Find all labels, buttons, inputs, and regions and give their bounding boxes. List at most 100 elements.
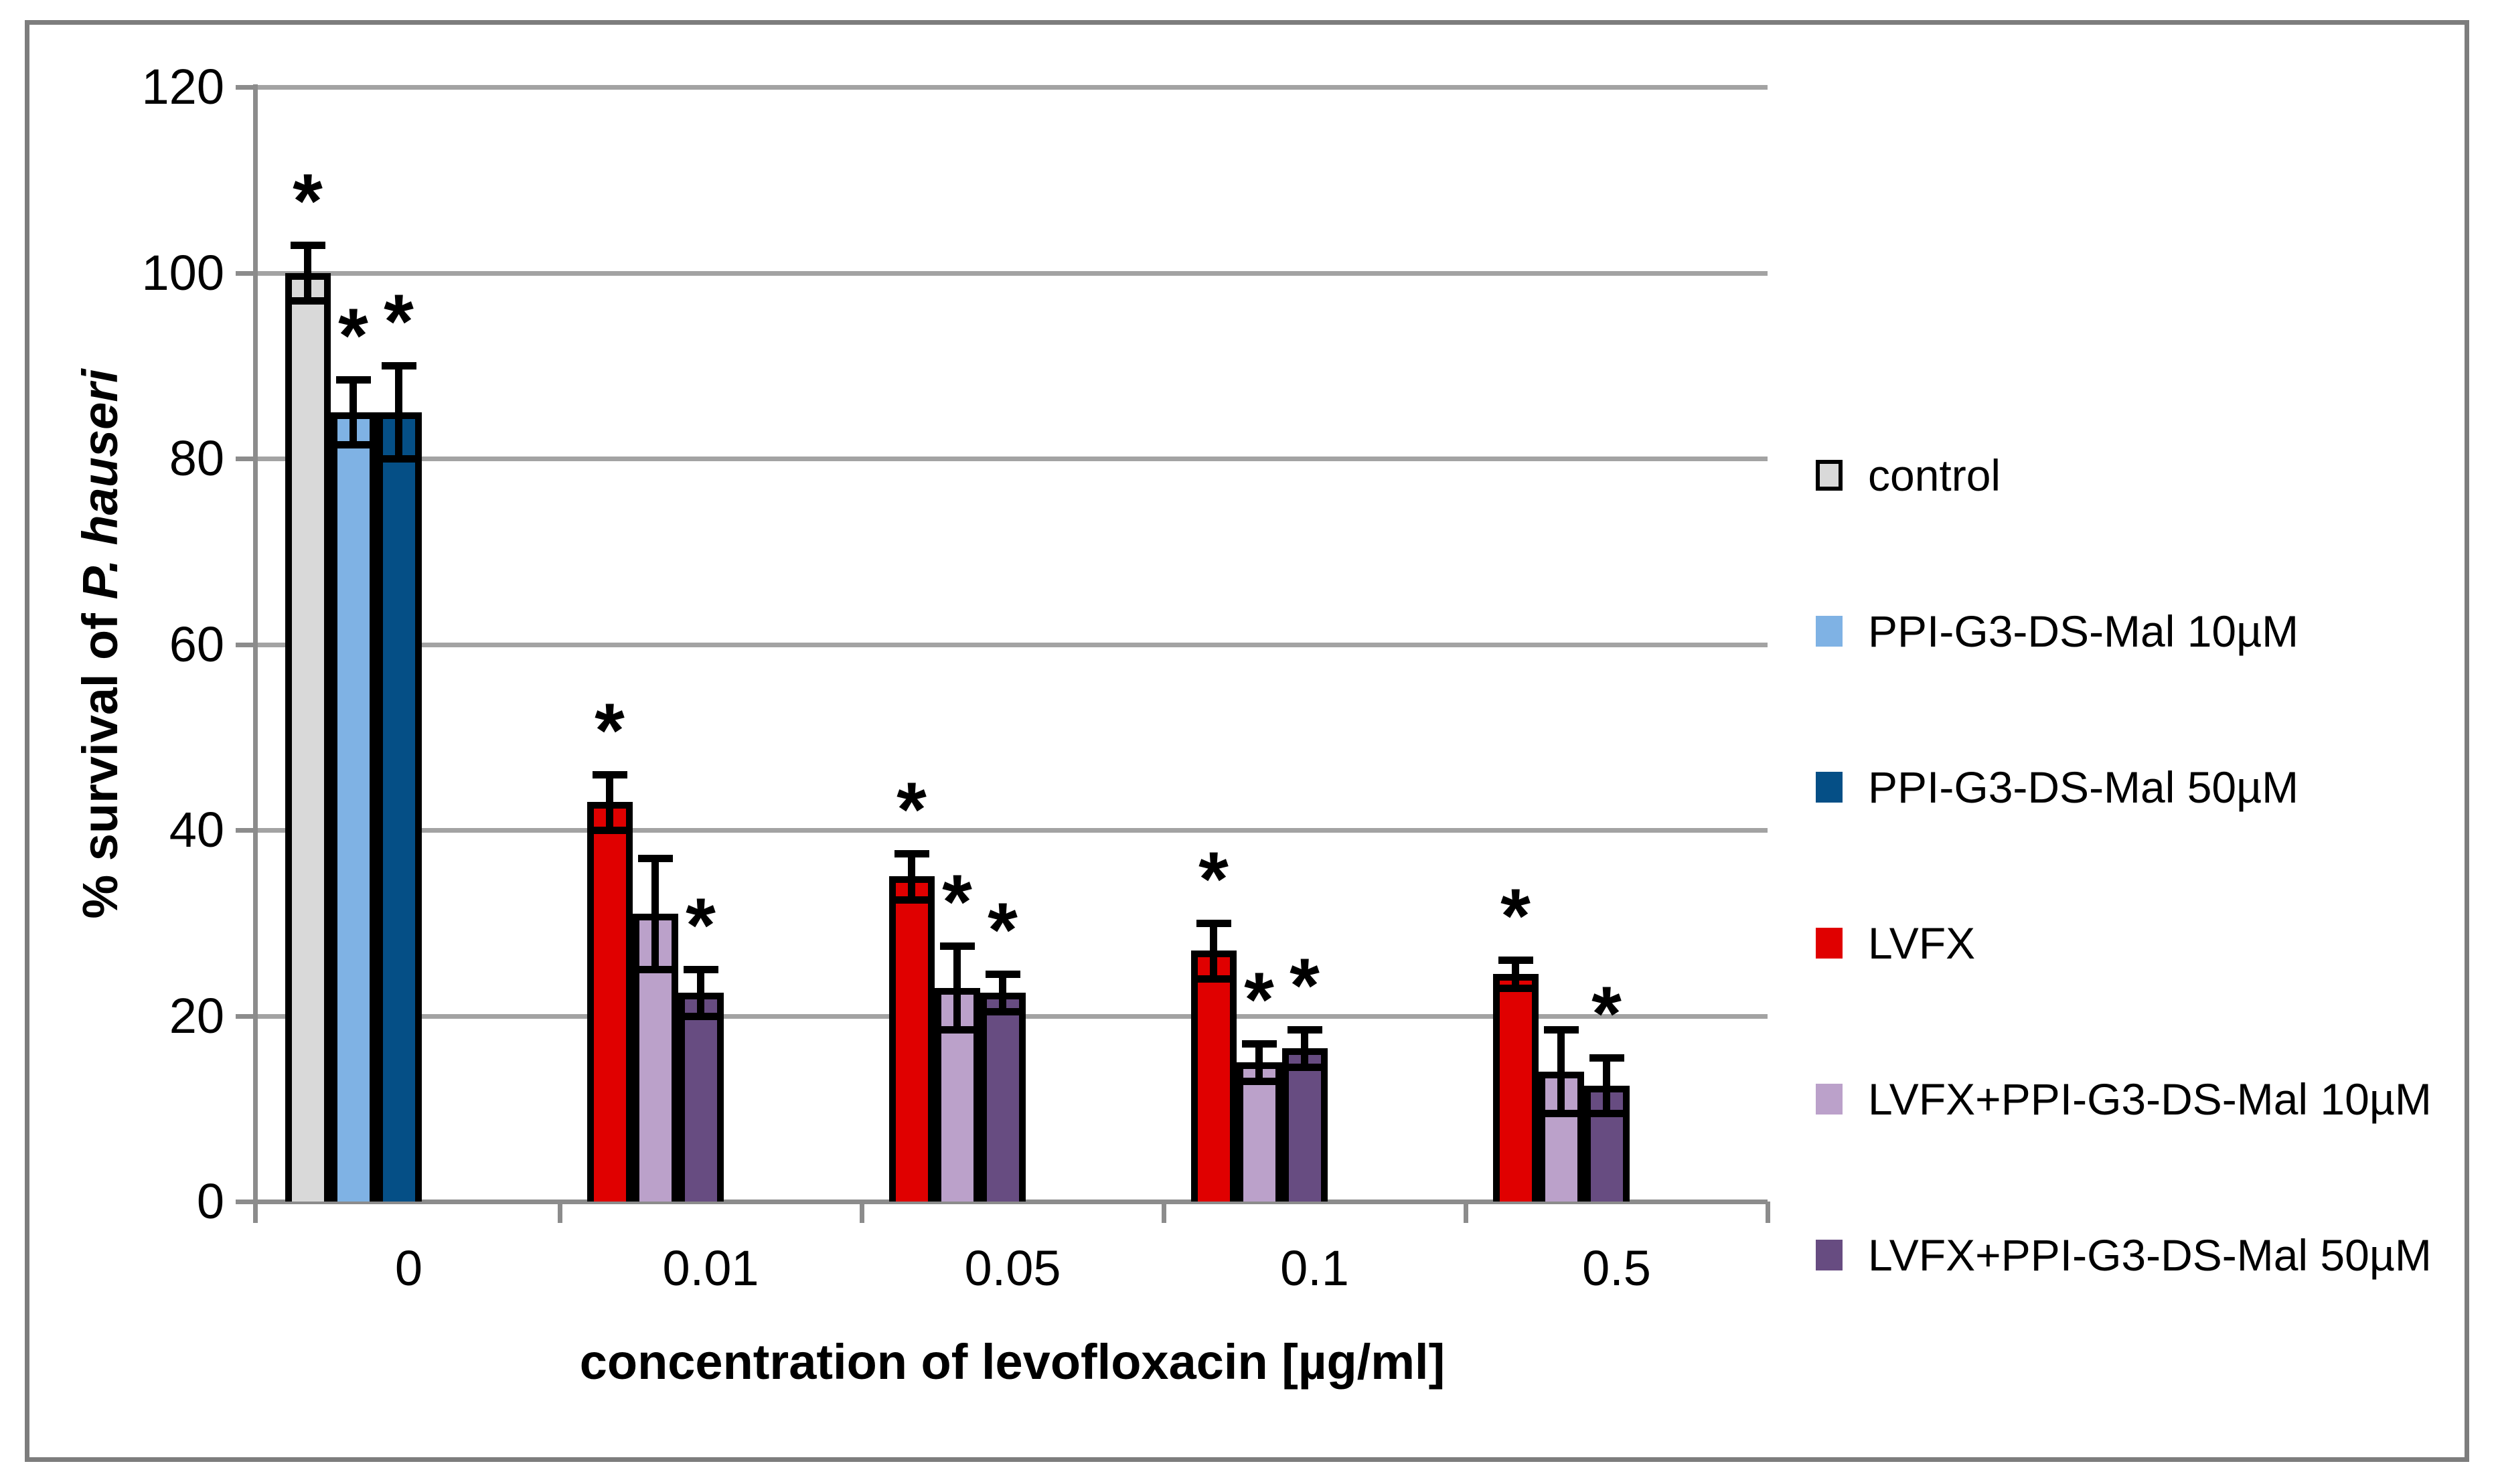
error-bar bbox=[304, 244, 311, 301]
significance-asterisk: * bbox=[1290, 943, 1320, 1029]
legend-swatch bbox=[1816, 1084, 1843, 1115]
y-tick-label: 20 bbox=[169, 987, 224, 1044]
error-bar-cap-bottom bbox=[592, 827, 627, 834]
y-tick bbox=[236, 1013, 258, 1019]
bar bbox=[1190, 951, 1237, 1202]
significance-asterisk: * bbox=[1591, 971, 1622, 1057]
error-bar bbox=[953, 946, 961, 1030]
error-bar bbox=[1512, 960, 1519, 988]
error-bar bbox=[697, 969, 704, 1016]
error-bar bbox=[1210, 922, 1217, 979]
legend-swatch bbox=[1816, 772, 1843, 803]
gridline bbox=[258, 270, 1768, 276]
significance-asterisk: * bbox=[1500, 874, 1531, 960]
bar bbox=[376, 412, 422, 1202]
legend-swatch bbox=[1816, 616, 1843, 647]
error-bar-cap-top bbox=[1589, 1054, 1624, 1062]
error-bar-cap-top bbox=[1498, 957, 1533, 965]
x-axis-title: concentration of levofloxacin [µg/ml] bbox=[579, 1334, 1446, 1390]
error-bar-cap-bottom bbox=[1287, 1063, 1322, 1071]
error-bar-cap-top bbox=[1196, 919, 1231, 927]
y-tick bbox=[236, 642, 258, 647]
error-bar-cap-top bbox=[1543, 1026, 1579, 1034]
significance-asterisk: * bbox=[1198, 836, 1229, 922]
error-bar-cap-top bbox=[683, 966, 718, 974]
legend-swatch bbox=[1816, 460, 1843, 491]
significance-asterisk: * bbox=[942, 859, 972, 946]
error-bar-cap-bottom bbox=[894, 896, 929, 904]
y-axis-title: % survival of P. hauseri bbox=[72, 369, 128, 919]
gridline bbox=[258, 457, 1768, 461]
error-bar bbox=[999, 974, 1006, 1011]
legend-swatch bbox=[1816, 1240, 1843, 1270]
y-axis-title-text: % survival of bbox=[72, 599, 128, 919]
y-tick bbox=[236, 828, 258, 833]
x-axis-line bbox=[258, 1200, 1768, 1204]
legend-label: PPI-G3-DS-Mal 10µM bbox=[1868, 606, 2299, 656]
y-tick bbox=[236, 457, 258, 461]
bar bbox=[285, 272, 331, 1202]
legend-item: PPI-G3-DS-Mal 50µM bbox=[1816, 757, 2459, 817]
legend-label: control bbox=[1868, 450, 2001, 500]
error-bar-cap-bottom bbox=[939, 1026, 975, 1034]
x-category-label: 0.05 bbox=[964, 1240, 1061, 1296]
error-bar-cap-bottom bbox=[637, 966, 673, 974]
x-tick bbox=[1464, 1202, 1468, 1223]
significance-asterisk: * bbox=[384, 279, 414, 365]
x-tick bbox=[1162, 1202, 1166, 1223]
error-bar-cap-top bbox=[894, 849, 929, 857]
error-bar bbox=[1557, 1029, 1565, 1114]
error-bar bbox=[1255, 1044, 1263, 1081]
significance-asterisk: * bbox=[988, 888, 1018, 974]
error-bar-cap-bottom bbox=[381, 455, 416, 463]
x-tick bbox=[558, 1202, 562, 1223]
gridline bbox=[258, 828, 1768, 833]
x-tick bbox=[1766, 1202, 1770, 1223]
bar bbox=[330, 412, 376, 1202]
y-tick-label: 120 bbox=[141, 59, 224, 114]
x-category-label: 0 bbox=[394, 1240, 423, 1296]
significance-asterisk: * bbox=[1244, 957, 1274, 1044]
y-tick-label: 100 bbox=[141, 244, 224, 301]
error-bar-cap-bottom bbox=[1241, 1077, 1277, 1085]
y-tick-label: 60 bbox=[169, 616, 224, 672]
y-axis-title-species: P. hauseri bbox=[72, 369, 128, 600]
bar bbox=[1236, 1062, 1282, 1202]
error-bar-cap-top bbox=[939, 942, 975, 951]
bar bbox=[678, 992, 724, 1202]
legend-label: LVFX+PPI-G3-DS-Mal 50µM bbox=[1868, 1230, 2432, 1280]
y-tick-label: 40 bbox=[169, 802, 224, 857]
bar bbox=[888, 876, 935, 1202]
error-bar-cap-top bbox=[335, 376, 371, 384]
error-bar bbox=[908, 853, 915, 900]
bar bbox=[587, 802, 633, 1202]
error-bar-cap-top bbox=[381, 362, 416, 370]
legend-item: PPI-G3-DS-Mal 10µM bbox=[1816, 601, 2459, 661]
significance-asterisk: * bbox=[595, 687, 625, 774]
error-bar-cap-bottom bbox=[290, 297, 325, 305]
error-bar-cap-top bbox=[290, 241, 325, 249]
y-tick-label: 0 bbox=[196, 1173, 224, 1229]
legend-label: PPI-G3-DS-Mal 50µM bbox=[1868, 762, 2299, 812]
error-bar bbox=[606, 774, 613, 830]
significance-asterisk: * bbox=[293, 158, 323, 244]
figure-border bbox=[25, 20, 2469, 1462]
legend-swatch bbox=[1816, 928, 1843, 959]
error-bar-cap-top bbox=[1241, 1040, 1277, 1048]
legend-item: LVFX+PPI-G3-DS-Mal 50µM bbox=[1816, 1225, 2459, 1285]
error-bar-cap-top bbox=[1287, 1026, 1322, 1034]
significance-asterisk: * bbox=[896, 766, 927, 853]
y-tick bbox=[236, 85, 258, 90]
x-category-label: 0.1 bbox=[1280, 1240, 1349, 1296]
bar bbox=[1492, 974, 1539, 1202]
x-category-label: 0.5 bbox=[1582, 1240, 1651, 1296]
y-axis-line bbox=[253, 84, 258, 1223]
error-bar bbox=[1301, 1029, 1308, 1067]
gridline bbox=[258, 642, 1768, 647]
error-bar-cap-bottom bbox=[335, 441, 371, 449]
bar bbox=[1281, 1048, 1328, 1202]
legend-label: LVFX bbox=[1868, 918, 1976, 968]
error-bar-cap-bottom bbox=[985, 1007, 1020, 1015]
x-category-label: 0.01 bbox=[662, 1240, 759, 1296]
x-tick bbox=[860, 1202, 864, 1223]
